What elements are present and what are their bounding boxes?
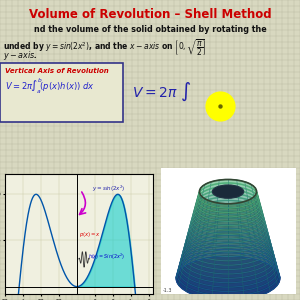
Polygon shape	[187, 218, 269, 239]
Polygon shape	[194, 194, 262, 211]
Polygon shape	[193, 197, 263, 215]
Polygon shape	[196, 200, 260, 217]
Polygon shape	[176, 253, 280, 278]
Polygon shape	[194, 207, 262, 226]
Polygon shape	[192, 215, 264, 234]
Polygon shape	[188, 214, 268, 235]
Polygon shape	[178, 246, 278, 270]
Polygon shape	[176, 274, 280, 300]
Polygon shape	[198, 192, 258, 208]
Polygon shape	[182, 251, 274, 274]
Polygon shape	[192, 200, 264, 219]
Polygon shape	[177, 270, 279, 296]
Polygon shape	[179, 262, 277, 287]
Polygon shape	[191, 204, 265, 223]
FancyBboxPatch shape	[0, 63, 123, 122]
Polygon shape	[190, 207, 266, 227]
Polygon shape	[186, 221, 270, 243]
Circle shape	[219, 105, 222, 108]
Text: -1.3: -1.3	[163, 288, 172, 292]
Polygon shape	[193, 211, 263, 230]
Ellipse shape	[212, 185, 244, 198]
Polygon shape	[184, 225, 272, 247]
Polygon shape	[184, 247, 272, 269]
Polygon shape	[180, 259, 276, 283]
Text: $h(x) = Sin(2x^2)$: $h(x) = Sin(2x^2)$	[88, 252, 126, 262]
Polygon shape	[187, 235, 269, 256]
Polygon shape	[180, 239, 276, 262]
Polygon shape	[178, 266, 278, 292]
Polygon shape	[197, 196, 259, 212]
Polygon shape	[184, 243, 272, 265]
Text: Volume of Revolution – Shell Method: Volume of Revolution – Shell Method	[29, 8, 271, 20]
Text: nd the volume of the solid obtained by rotating the: nd the volume of the solid obtained by r…	[34, 25, 266, 34]
Polygon shape	[189, 211, 267, 231]
Polygon shape	[196, 187, 260, 203]
Polygon shape	[182, 255, 274, 278]
Text: 3.3: 3.3	[160, 287, 169, 292]
Text: $y - axis$.: $y - axis$.	[3, 50, 38, 62]
Text: $p(x)=x$: $p(x)=x$	[79, 230, 101, 239]
Polygon shape	[179, 242, 277, 266]
Polygon shape	[190, 223, 266, 243]
Text: $y = sin(2x^2)$: $y = sin(2x^2)$	[92, 184, 125, 194]
Polygon shape	[191, 219, 265, 239]
Circle shape	[206, 92, 235, 121]
Polygon shape	[182, 232, 274, 255]
Text: $V = 2\pi\!\int_a^b\!\left(p(x)h(x)\right)\ dx$: $V = 2\pi\!\int_a^b\!\left(p(x)h(x)\righ…	[5, 76, 95, 96]
Polygon shape	[188, 231, 268, 252]
Polygon shape	[186, 239, 270, 261]
Text: Vertical Axis of Revolution: Vertical Axis of Revolution	[5, 68, 109, 74]
Polygon shape	[189, 227, 267, 247]
Text: unded by $y = sin\!\left(2x^2\right)$, and the $x-axis$ on $\left[0,\sqrt{\dfrac: unded by $y = sin\!\left(2x^2\right)$, a…	[3, 38, 207, 59]
Polygon shape	[182, 235, 274, 259]
Polygon shape	[198, 179, 258, 196]
Polygon shape	[197, 183, 259, 200]
Polygon shape	[195, 203, 261, 221]
Polygon shape	[184, 228, 272, 251]
Ellipse shape	[176, 256, 280, 300]
Polygon shape	[177, 249, 279, 274]
Polygon shape	[195, 190, 261, 207]
Text: $V = 2\pi\ \int$: $V = 2\pi\ \int$	[132, 81, 191, 103]
Bar	[160, 168, 296, 294]
